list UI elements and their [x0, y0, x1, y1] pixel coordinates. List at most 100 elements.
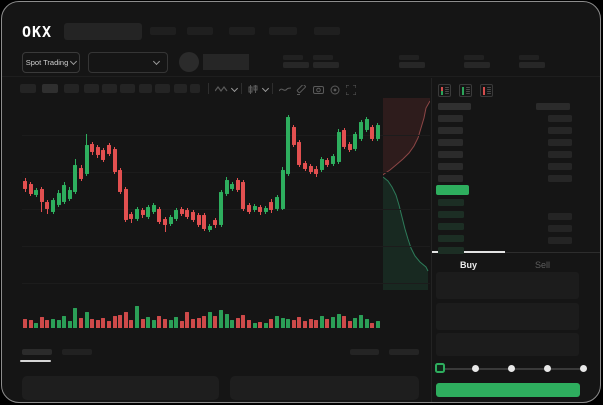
ask-price-placeholder[interactable]	[438, 175, 463, 182]
bottom-tab-active-placeholder[interactable]	[22, 349, 52, 355]
candlestick	[347, 144, 352, 150]
orderbook-bids-icon[interactable]	[459, 84, 472, 97]
ask-price-placeholder[interactable]	[438, 127, 463, 134]
bid-price-placeholder[interactable]	[438, 247, 464, 254]
toolbar-divider	[272, 83, 273, 94]
pair-selector-dropdown[interactable]	[88, 52, 168, 73]
slider-stop[interactable]	[508, 365, 515, 372]
volume-bar	[67, 321, 72, 328]
camera-icon[interactable]	[313, 85, 324, 94]
volume-bar	[112, 316, 117, 328]
header-divider	[2, 76, 600, 77]
bid-price-placeholder[interactable]	[438, 199, 464, 206]
price-input[interactable]	[436, 272, 579, 299]
ticker-stat-label-placeholder	[399, 55, 419, 60]
bottom-toolbar-placeholder[interactable]	[350, 349, 379, 355]
bottom-tab-active-underline	[20, 360, 51, 362]
ask-price-placeholder[interactable]	[438, 115, 463, 122]
market-type-dropdown[interactable]: Spot Trading	[22, 52, 80, 73]
orders-panel-placeholder	[230, 376, 419, 400]
ticker-stat-value-placeholder	[519, 62, 545, 68]
tab-buy[interactable]: Buy	[459, 260, 477, 270]
ask-price-placeholder[interactable]	[438, 151, 463, 158]
ticker-stat-value-placeholder	[399, 62, 425, 68]
indicator-icon[interactable]	[215, 85, 228, 93]
fullscreen-icon[interactable]	[346, 85, 356, 95]
timeframe-button-placeholder[interactable]	[64, 84, 79, 93]
chevron-down-icon[interactable]	[261, 84, 270, 93]
nav-item-placeholder[interactable]	[150, 27, 176, 35]
volume-bar	[157, 316, 162, 328]
candlestick	[308, 166, 313, 172]
slider-handle[interactable]	[435, 363, 445, 373]
timeframe-button-placeholder[interactable]	[174, 84, 187, 93]
timeframe-button-placeholder[interactable]	[102, 84, 117, 93]
market-type-label: Spot Trading	[25, 58, 69, 67]
buy-submit-button[interactable]	[436, 383, 580, 397]
volume-bar	[291, 320, 296, 328]
bid-price-placeholder[interactable]	[438, 223, 464, 230]
timeframe-button-placeholder[interactable]	[84, 84, 99, 93]
timeframe-button-placeholder[interactable]	[42, 84, 58, 93]
settings-icon[interactable]	[330, 85, 340, 95]
candlestick	[375, 125, 380, 139]
ask-price-placeholder[interactable]	[438, 139, 463, 146]
candlestick	[23, 181, 27, 189]
slider-stop[interactable]	[472, 365, 480, 372]
candlestick	[179, 209, 184, 214]
nav-item-placeholder[interactable]	[229, 27, 255, 35]
ticker-stat-value-placeholder	[313, 62, 339, 68]
volume-bar	[90, 319, 95, 328]
volume-bar	[191, 319, 195, 328]
volume-bar	[303, 321, 307, 328]
volume-bar	[123, 312, 128, 328]
line-type-icon[interactable]	[279, 86, 291, 93]
volume-bar	[213, 316, 218, 328]
nav-item-placeholder[interactable]	[269, 27, 297, 35]
ticker-stat-value-placeholder	[283, 62, 309, 68]
candlestick	[79, 168, 83, 179]
volume-bar	[247, 320, 251, 328]
nav-item-placeholder[interactable]	[314, 27, 340, 35]
slider-stop[interactable]	[579, 365, 587, 372]
bid-price-placeholder[interactable]	[438, 235, 464, 242]
nav-item-placeholder[interactable]	[187, 27, 213, 35]
volume-bar	[331, 317, 335, 328]
amount-input[interactable]	[436, 303, 579, 330]
slider-stop[interactable]	[543, 365, 551, 372]
volume-bar	[308, 319, 313, 328]
candlestick	[207, 226, 212, 230]
chart-style-icon[interactable]	[248, 85, 258, 94]
orderbook-asks-icon[interactable]	[480, 84, 493, 97]
candlestick	[247, 205, 251, 212]
volume-bar	[51, 319, 55, 328]
okx-logo[interactable]: OKX	[22, 23, 53, 41]
last-price-highlight[interactable]	[436, 185, 469, 195]
volume-bar	[375, 321, 380, 328]
orderbook-combined-icon[interactable]	[438, 84, 451, 97]
tab-sell[interactable]: Sell	[534, 260, 550, 270]
timeframe-button-placeholder[interactable]	[139, 84, 152, 93]
ask-amount-placeholder	[548, 127, 572, 134]
candlestick	[101, 150, 106, 160]
total-input[interactable]	[436, 333, 579, 356]
volume-bar	[151, 320, 156, 328]
chevron-down-icon[interactable]	[230, 84, 239, 93]
timeframe-button-placeholder[interactable]	[120, 84, 135, 93]
bottom-toolbar-placeholder[interactable]	[389, 349, 419, 355]
ask-price-placeholder[interactable]	[438, 163, 463, 170]
chart-gridline	[22, 246, 430, 247]
volume-bar	[235, 318, 240, 328]
volume-bar	[107, 321, 111, 328]
timeframe-button-placeholder[interactable]	[190, 84, 200, 93]
draw-icon[interactable]	[296, 85, 306, 95]
candlestick	[297, 142, 302, 165]
ask-amount-placeholder	[548, 115, 572, 122]
candlestick	[118, 170, 123, 192]
search-input[interactable]	[64, 23, 142, 40]
timeframe-button-placeholder[interactable]	[155, 84, 170, 93]
volume-bar	[39, 317, 44, 328]
timeframe-button-placeholder[interactable]	[20, 84, 36, 93]
bottom-tab-placeholder[interactable]	[62, 349, 92, 355]
bid-price-placeholder[interactable]	[438, 211, 464, 218]
